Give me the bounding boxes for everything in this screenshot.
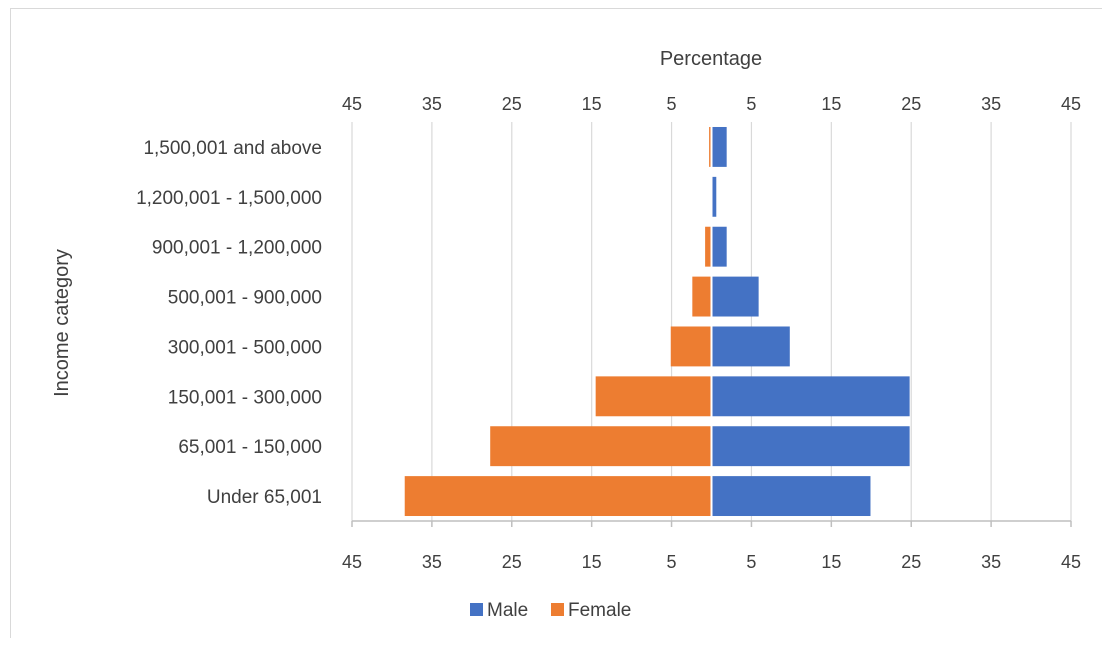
tick-labels: 45 45 35 35 25 25 15 15 5 5 5 5 15 15 25 25 35 35 45 45 [342, 94, 1081, 572]
category-label: Under 65,001 [207, 487, 322, 508]
top-tick-label: 15 [821, 94, 841, 114]
category-labels: 1,500,001 and above 1,200,001 - 1,500,000… [136, 138, 322, 508]
male-bar [711, 126, 727, 167]
category-label: 1,200,001 - 1,500,000 [136, 188, 322, 209]
axes [351, 122, 1072, 527]
bottom-tick-label: 25 [502, 552, 522, 572]
female-bar [595, 376, 712, 417]
bottom-tick-label: 5 [746, 552, 756, 572]
bottom-tick-label: 5 [667, 552, 677, 572]
bottom-tick-label: 35 [422, 552, 442, 572]
male-bar [711, 426, 910, 467]
male-bar [711, 176, 717, 217]
top-tick-label: 45 [342, 94, 362, 114]
female-bar [692, 276, 712, 317]
top-tick-label: 35 [422, 94, 442, 114]
bottom-tick-label: 25 [901, 552, 921, 572]
female-bar [490, 426, 712, 467]
bottom-tick-label: 15 [582, 552, 602, 572]
bottom-tick-label: 15 [821, 552, 841, 572]
top-tick-label: 5 [746, 94, 756, 114]
top-tick-label: 5 [667, 94, 677, 114]
chart-title: Percentage [660, 48, 762, 70]
male-bar [711, 376, 910, 417]
female-bar [404, 476, 712, 517]
bottom-tick-label: 45 [342, 552, 362, 572]
chart-frame [10, 8, 1102, 638]
legend-swatch [470, 603, 483, 616]
top-tick-label: 15 [582, 94, 602, 114]
male-bar [711, 326, 790, 367]
top-tick-label: 45 [1061, 94, 1081, 114]
category-label: 150,001 - 300,000 [168, 387, 322, 408]
legend-swatch [551, 603, 564, 616]
top-tick-label: 25 [901, 94, 921, 114]
male-bar [711, 276, 759, 317]
bottom-tick-label: 35 [981, 552, 1001, 572]
female-bar [705, 226, 712, 267]
legend: Male Female [470, 600, 631, 621]
top-tick-label: 25 [502, 94, 522, 114]
category-label: 300,001 - 500,000 [168, 337, 322, 358]
top-tick-label: 35 [981, 94, 1001, 114]
legend-label: Male [487, 600, 528, 621]
y-axis-label: Income category [51, 249, 73, 397]
male-bar [711, 226, 727, 267]
bars [404, 126, 910, 517]
category-label: 65,001 - 150,000 [178, 437, 322, 458]
female-bar [709, 126, 712, 167]
category-label: 500,001 - 900,000 [168, 288, 322, 309]
male-bar [711, 476, 871, 517]
legend-label: Female [568, 600, 631, 621]
bottom-tick-label: 45 [1061, 552, 1081, 572]
female-bar [670, 326, 712, 367]
category-label: 900,001 - 1,200,000 [152, 238, 322, 259]
category-label: 1,500,001 and above [143, 138, 322, 159]
gridlines [351, 122, 1072, 521]
